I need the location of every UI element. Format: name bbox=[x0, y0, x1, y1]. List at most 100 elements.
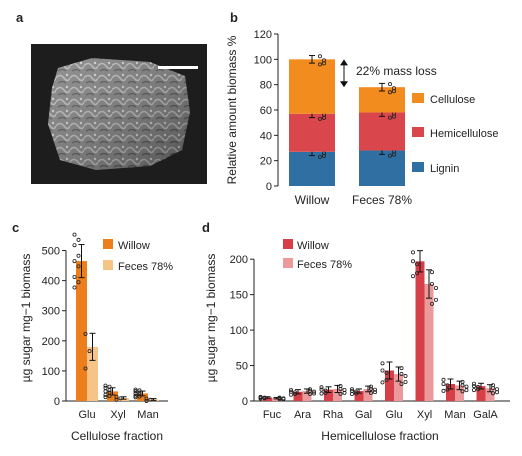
y-tick-label: 300 bbox=[42, 306, 60, 318]
bar-feces-rha bbox=[333, 388, 342, 401]
bar-willow-ara bbox=[293, 391, 303, 401]
bar-willow-gala bbox=[476, 386, 486, 401]
x-tick-label: Xyl bbox=[417, 409, 432, 421]
legend-label: Feces 78% bbox=[297, 259, 352, 271]
bar-feces-gal bbox=[363, 388, 373, 401]
chart-d: 0 50 100 150 200 µg sugar mg−1 biomass Fuc Ara R… bbox=[204, 239, 510, 443]
data-point bbox=[103, 383, 108, 388]
bar-feces-xyl bbox=[424, 284, 434, 401]
data-point bbox=[137, 392, 142, 397]
data-point bbox=[319, 385, 324, 390]
bar-willow-gal bbox=[354, 391, 364, 401]
data-point bbox=[380, 380, 385, 385]
legend-label: Lignin bbox=[430, 163, 459, 175]
legend-label: Feces 78% bbox=[118, 261, 173, 273]
data-point bbox=[288, 389, 293, 394]
y-axis-label: Relative amount biomass % bbox=[225, 35, 239, 184]
data-point bbox=[410, 274, 415, 279]
data-point bbox=[429, 281, 434, 286]
data-point bbox=[391, 89, 396, 94]
data-point bbox=[338, 391, 343, 396]
legend-swatch bbox=[103, 239, 113, 249]
bar-willow-xyl bbox=[415, 261, 425, 401]
data-point bbox=[133, 391, 138, 396]
y-tick-label: 150 bbox=[230, 290, 248, 302]
y-tick-label: 0 bbox=[54, 396, 60, 408]
data-point bbox=[353, 389, 358, 394]
data-point bbox=[323, 390, 328, 395]
data-point bbox=[292, 392, 297, 397]
data-point bbox=[414, 262, 419, 267]
data-point bbox=[292, 390, 297, 395]
bar-feces-man bbox=[455, 385, 464, 401]
data-point bbox=[103, 395, 108, 400]
bar-willow-glu bbox=[76, 261, 87, 401]
data-point bbox=[103, 389, 108, 394]
y-tick-label: 100 bbox=[42, 366, 60, 378]
bar-feces-glu bbox=[87, 346, 98, 401]
legend-swatch bbox=[283, 258, 293, 268]
data-point bbox=[380, 368, 385, 373]
data-point bbox=[321, 115, 326, 120]
chart-b: 0 20 40 60 80 100 120 Relative amount biomass %… bbox=[225, 29, 498, 207]
y-tick-label: 60 bbox=[260, 105, 272, 117]
data-point bbox=[72, 232, 77, 237]
chart-c: 0 100 200 300 400 500 µg sugar mg−1 biomass Glu… bbox=[19, 232, 173, 443]
data-point bbox=[323, 388, 328, 393]
bar-feces-ara bbox=[302, 391, 312, 401]
x-tick-label: Ara bbox=[294, 409, 312, 421]
data-point bbox=[76, 253, 81, 258]
y-tick-label: 100 bbox=[230, 325, 248, 337]
data-point bbox=[144, 396, 149, 401]
bar-hemicellulose-0 bbox=[289, 113, 335, 152]
x-axis-label: Hemicellulose fraction bbox=[321, 429, 438, 443]
x-tick-label: Man bbox=[444, 409, 465, 421]
y-tick-label: 80 bbox=[260, 80, 272, 92]
x-tick-label: GalA bbox=[473, 409, 498, 421]
bar-lignin-1 bbox=[359, 150, 405, 186]
data-point bbox=[391, 152, 396, 157]
data-point bbox=[387, 115, 392, 120]
data-point bbox=[471, 384, 476, 389]
legend-swatch bbox=[103, 260, 113, 270]
data-point bbox=[76, 264, 81, 269]
data-point bbox=[414, 271, 419, 276]
data-point bbox=[490, 391, 495, 396]
data-point bbox=[148, 397, 153, 402]
bar-feces-fuc bbox=[272, 398, 281, 401]
y-tick-label: 50 bbox=[236, 361, 248, 373]
panel-label-c: c bbox=[12, 220, 19, 235]
y-tick-label: 40 bbox=[260, 130, 272, 142]
x-tick-label: Xyl bbox=[110, 409, 125, 421]
data-point bbox=[475, 384, 480, 389]
bar-willow-man bbox=[137, 393, 148, 401]
y-tick-label: 400 bbox=[42, 276, 60, 288]
data-point bbox=[133, 389, 138, 394]
data-point bbox=[72, 243, 77, 248]
bar-feces-glu bbox=[394, 374, 403, 401]
mass-loss-arrowhead-up bbox=[340, 59, 348, 66]
data-point bbox=[460, 389, 465, 394]
data-point bbox=[307, 387, 312, 392]
data-point bbox=[372, 390, 377, 395]
data-point bbox=[338, 386, 343, 391]
legend-swatch bbox=[412, 93, 424, 103]
y-axis-label: µg sugar mg−1 biomass bbox=[204, 254, 218, 383]
data-point bbox=[349, 389, 354, 394]
data-point bbox=[114, 394, 119, 399]
mass-loss-arrowhead-down bbox=[340, 81, 348, 88]
data-point bbox=[445, 383, 450, 388]
x-tick-label: Rha bbox=[323, 409, 344, 421]
data-point bbox=[87, 349, 92, 354]
data-point bbox=[387, 90, 392, 95]
data-point bbox=[319, 387, 324, 392]
data-point bbox=[72, 274, 77, 279]
data-point bbox=[103, 392, 108, 397]
data-point bbox=[307, 389, 312, 394]
data-point bbox=[317, 116, 322, 121]
data-point bbox=[133, 395, 138, 400]
data-point bbox=[277, 396, 282, 401]
data-point bbox=[311, 391, 316, 396]
